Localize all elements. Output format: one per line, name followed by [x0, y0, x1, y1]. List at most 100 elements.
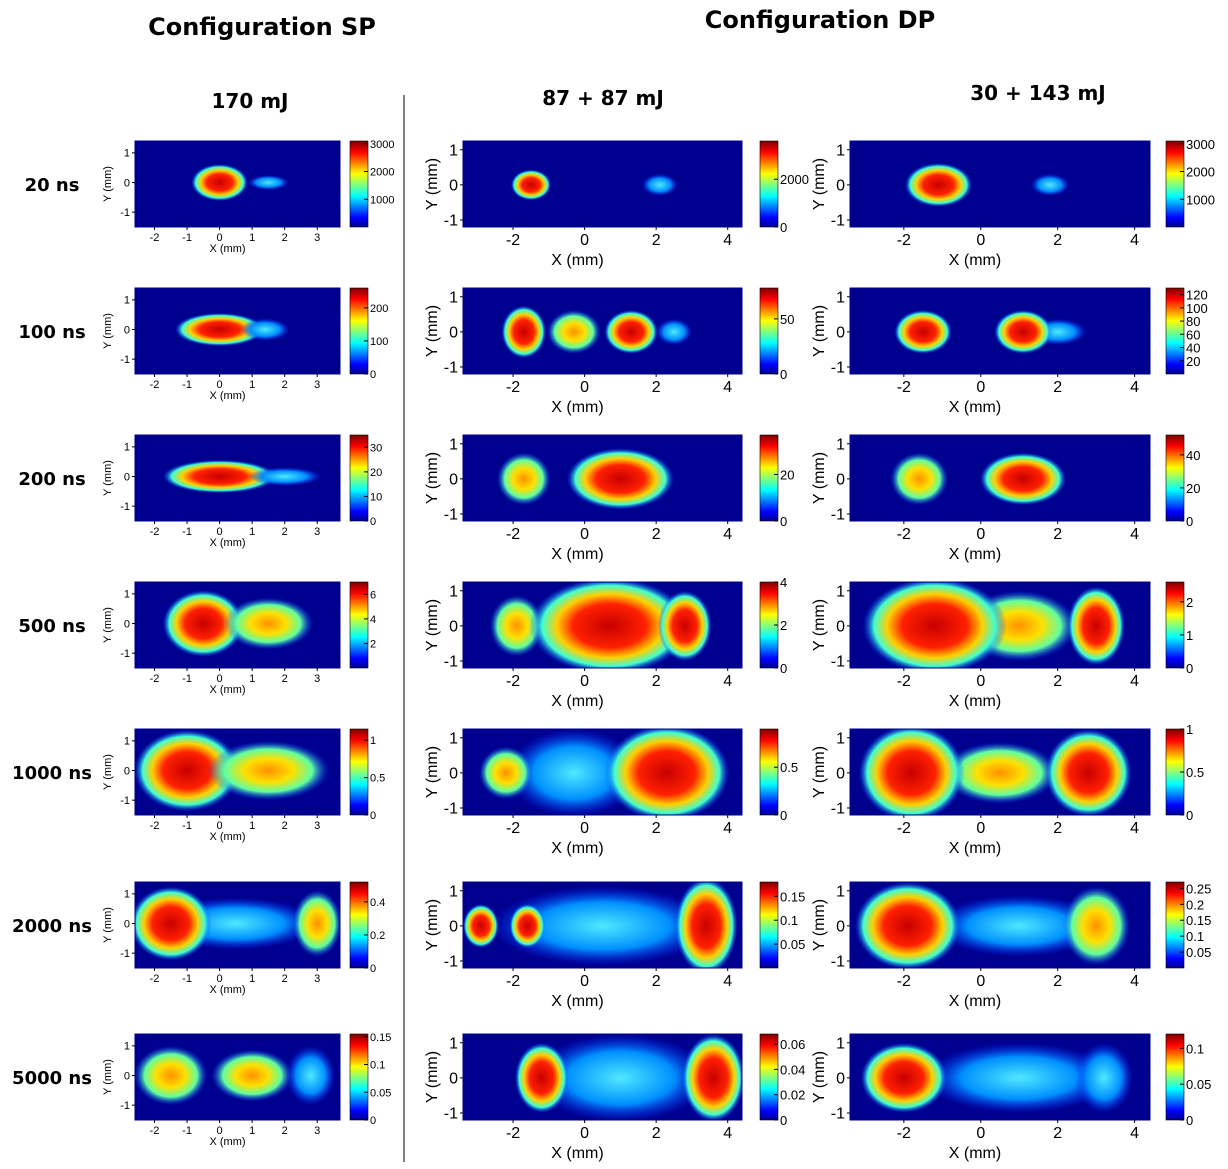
x-axis-label: X (mm): [949, 399, 1001, 416]
x-axis-label: X (mm): [551, 1145, 603, 1162]
colorbar: [349, 1033, 369, 1121]
x-tick-label: 1: [249, 973, 255, 985]
x-axis-label: X (mm): [209, 1136, 245, 1148]
y-tick-label: 0: [836, 1070, 845, 1087]
colorbar-tick-label: 0.04: [780, 1062, 805, 1077]
plume: [506, 729, 641, 815]
x-tick-label: -2: [506, 379, 520, 396]
heatmap: [850, 141, 1150, 227]
x-tick-label: 2: [652, 673, 661, 690]
colorbar-tick-label: 0: [1186, 808, 1193, 823]
colorbar-tick-label: 0.1: [1186, 1041, 1204, 1056]
heatmap: [463, 729, 742, 815]
x-tick-label: 2: [282, 973, 288, 985]
x-axis-label: X (mm): [551, 546, 603, 563]
column-title: 170 mJ: [212, 89, 289, 113]
x-axis-label: X (mm): [209, 390, 245, 402]
x-tick-label: 4: [1130, 820, 1139, 837]
plume: [510, 169, 552, 201]
plume: [248, 467, 322, 486]
y-axis-label: Y (mm): [811, 452, 828, 504]
axes-frame: [462, 881, 743, 969]
y-tick-label: 1: [449, 883, 458, 900]
x-tick-label: 4: [1130, 526, 1139, 543]
x-tick-label: 0: [976, 1125, 985, 1142]
y-tick-label: 0: [836, 618, 845, 635]
y-axis-label: Y (mm): [102, 754, 114, 790]
colorbar-tick-label: 0.2: [1186, 897, 1204, 912]
plume: [135, 886, 212, 961]
colorbar-tick-label: 0.25: [1186, 881, 1211, 896]
colorbar-tick-label: 80: [1186, 314, 1200, 329]
axes-frame: [849, 881, 1151, 969]
plume: [501, 305, 547, 359]
x-tick-label: 4: [1130, 232, 1139, 249]
x-tick-label: 2: [282, 820, 288, 832]
heatmap: [850, 288, 1150, 374]
x-tick-label: 0: [976, 820, 985, 837]
x-tick-label: 1: [249, 526, 255, 538]
plume: [1075, 1042, 1133, 1113]
colorbar: [759, 287, 779, 375]
y-tick-label: 1: [124, 148, 130, 160]
colorbar: [1165, 140, 1185, 228]
y-axis-label: Y (mm): [102, 460, 114, 496]
x-tick-label: -1: [182, 673, 192, 685]
colorbar-tick-label: 1: [1186, 722, 1193, 737]
x-tick-label: 0: [580, 379, 589, 396]
x-tick-label: 0: [217, 232, 223, 244]
y-axis-label: Y (mm): [102, 1059, 114, 1095]
x-tick-label: -2: [897, 673, 911, 690]
plume: [547, 309, 601, 354]
x-tick-label: 4: [1130, 379, 1139, 396]
colorbar-tick-label: 0: [780, 1113, 787, 1128]
x-axis-label: X (mm): [209, 684, 245, 696]
x-tick-label: 2: [1053, 379, 1062, 396]
x-axis-label: X (mm): [949, 840, 1001, 857]
x-axis-label: X (mm): [949, 546, 1001, 563]
colorbar: [349, 287, 369, 375]
y-tick-label: 1: [449, 730, 458, 747]
y-tick-label: -1: [120, 948, 130, 960]
axes-frame: [849, 287, 1151, 375]
y-axis-label: Y (mm): [424, 305, 441, 357]
colorbar-tick-label: 40: [1186, 448, 1200, 463]
x-tick-label: -2: [506, 973, 520, 990]
x-tick-label: 0: [976, 526, 985, 543]
x-tick-label: 2: [652, 379, 661, 396]
plume: [657, 590, 712, 661]
x-tick-label: 0: [580, 232, 589, 249]
y-axis-label: Y (mm): [424, 1051, 441, 1103]
plume: [932, 895, 1106, 957]
y-tick-label: -1: [444, 213, 458, 230]
colorbar-tick-label: 0.05: [1186, 945, 1211, 960]
colorbar-tick-label: 4: [370, 614, 376, 626]
x-axis-label: X (mm): [551, 993, 603, 1010]
axes-frame: [134, 287, 341, 375]
y-tick-label: 1: [449, 436, 458, 453]
plume: [223, 597, 314, 650]
column-title: 30 + 143 mJ: [970, 81, 1106, 105]
colorbar-tick-label: 0.15: [370, 1032, 391, 1044]
heatmap: [850, 582, 1150, 668]
colorbar-tick-label: 0: [780, 514, 787, 529]
y-tick-label: 0: [836, 177, 845, 194]
x-axis-label: X (mm): [209, 537, 245, 549]
heatmap: [463, 582, 742, 668]
y-tick-label: -1: [444, 360, 458, 377]
colorbar-tick-label: 3000: [370, 139, 394, 151]
colorbar-tick-label: 0.5: [780, 760, 798, 775]
row-label: 20 ns: [25, 175, 80, 196]
y-tick-label: 1: [836, 883, 845, 900]
x-tick-label: -1: [182, 820, 192, 832]
colorbar-tick-label: 0.02: [780, 1088, 805, 1103]
colorbar-tick-label: 0: [1186, 1113, 1193, 1128]
heatmap: [850, 729, 1150, 815]
colorbar-tick-label: 0.06: [780, 1037, 805, 1052]
x-tick-label: 0: [580, 526, 589, 543]
x-tick-label: 0: [580, 1125, 589, 1142]
x-tick-label: -2: [897, 379, 911, 396]
plume: [1030, 173, 1070, 196]
plume: [489, 595, 544, 657]
y-tick-label: -1: [120, 1100, 130, 1112]
